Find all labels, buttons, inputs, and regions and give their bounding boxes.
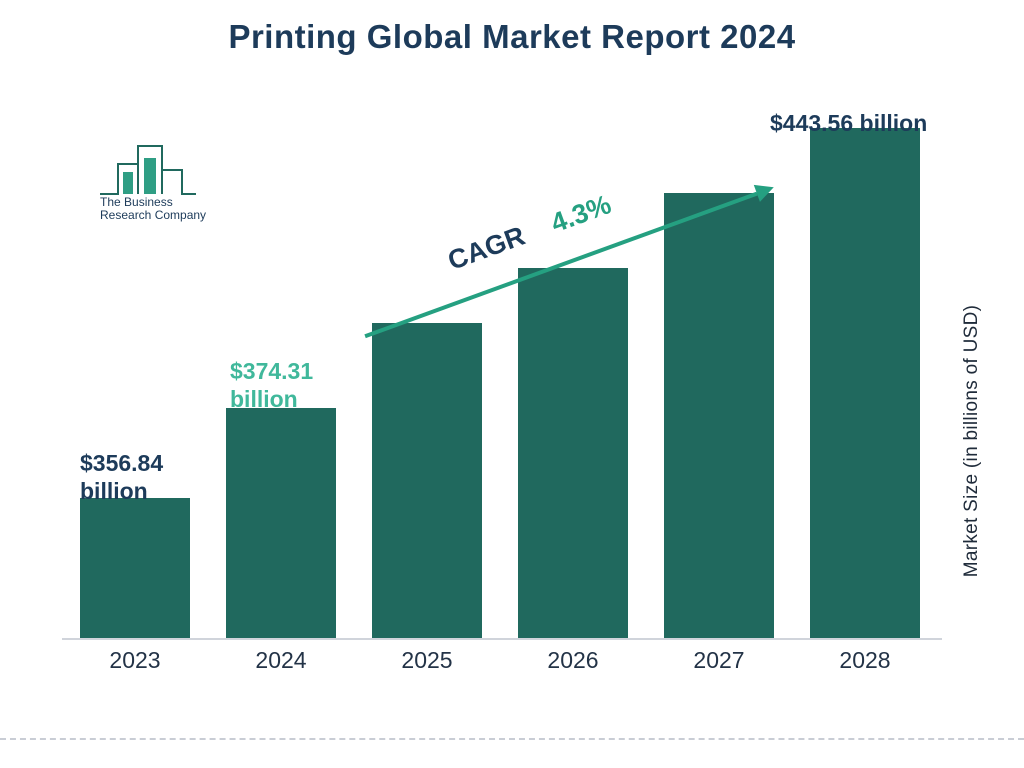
x-tick-label: 2024 — [208, 647, 354, 674]
x-axis-line — [62, 638, 942, 640]
x-tick-label: 2026 — [500, 647, 646, 674]
bar — [80, 498, 190, 638]
value-label-2023-amount: $356.84 — [80, 450, 163, 478]
bar — [810, 128, 920, 638]
value-label-2028-amount: $443.56 billion — [770, 110, 927, 138]
y-axis-label: Market Size (in billions of USD) — [961, 281, 983, 601]
value-label-2023-unit: billion — [80, 478, 163, 506]
value-label-2028: $443.56 billion — [770, 110, 927, 138]
value-label-2024-unit: billion — [230, 386, 313, 414]
x-tick-label: 2028 — [792, 647, 938, 674]
bars-container: 202320242025202620272028 — [62, 118, 942, 638]
value-label-2023: $356.84 billion — [80, 450, 163, 505]
bar-chart: 202320242025202620272028 — [62, 120, 942, 680]
bar — [226, 408, 336, 638]
chart-title: Printing Global Market Report 2024 — [0, 18, 1024, 56]
bar — [664, 193, 774, 638]
value-label-2024-amount: $374.31 — [230, 358, 313, 386]
footer-divider — [0, 738, 1024, 740]
x-tick-label: 2023 — [62, 647, 208, 674]
bar — [372, 323, 482, 638]
x-tick-label: 2025 — [354, 647, 500, 674]
chart-canvas: Printing Global Market Report 2024 The B… — [0, 0, 1024, 768]
value-label-2024: $374.31 billion — [230, 358, 313, 413]
bar — [518, 268, 628, 638]
x-tick-label: 2027 — [646, 647, 792, 674]
